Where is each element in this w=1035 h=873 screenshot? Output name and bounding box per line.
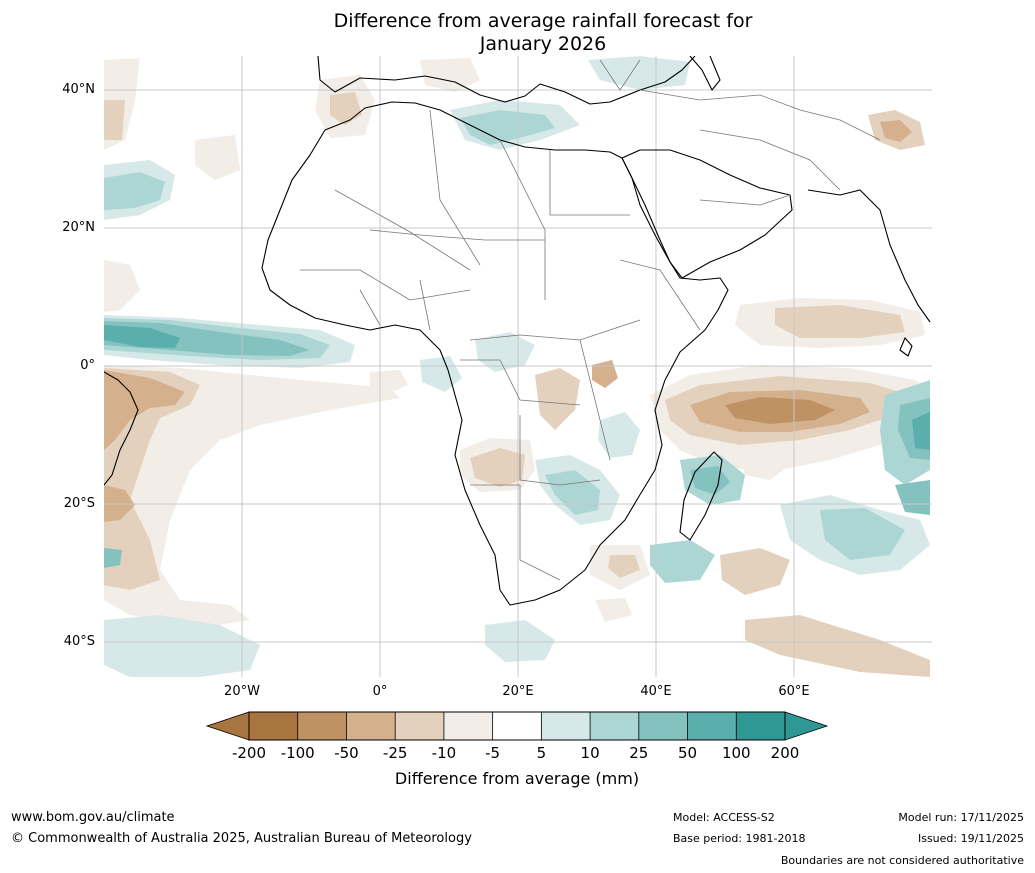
colorbar-tick-label: -5 <box>485 744 501 762</box>
country-borders <box>300 59 881 581</box>
lat-label-equator: 0° <box>80 358 95 373</box>
footer-model-run: Model run: 17/11/2025 <box>898 811 1024 824</box>
colorbar-cell <box>492 712 542 740</box>
sri-lanka-coastline <box>899 337 913 357</box>
footer-base-period: Base period: 1981-2018 <box>673 832 806 845</box>
colorbar-tick-label: 200 <box>770 744 800 762</box>
colorbar-tick-label: 50 <box>677 744 698 762</box>
colorbar-frame <box>248 711 786 741</box>
colorbar-cell <box>541 712 591 740</box>
wet-anomaly-patches <box>104 56 930 677</box>
footer-website[interactable]: www.bom.gov.au/climate <box>11 810 175 825</box>
lon-label-20w: 20°W <box>224 684 260 699</box>
colorbar-cell <box>443 712 494 740</box>
colorbar-cell <box>590 712 640 740</box>
lat-label-20n: 20°N <box>62 220 95 235</box>
footer-copyright: © Commonwealth of Australia 2025, Austra… <box>11 831 472 846</box>
footer-disclaimer: Boundaries are not considered authoritat… <box>780 854 1024 867</box>
africa-coastline <box>261 101 729 606</box>
colorbar-tick-label: 25 <box>629 744 649 762</box>
graticule <box>104 56 932 677</box>
lat-label-20s: 20°S <box>63 496 95 511</box>
colorbar-tick-label: 10 <box>580 744 600 762</box>
colorbar-cell <box>395 712 445 740</box>
madagascar-coastline <box>679 451 723 541</box>
colorbar-tick-label: 5 <box>536 744 547 762</box>
colorbar-tick-label: 100 <box>721 744 751 762</box>
dry-anomaly-patches <box>104 58 930 677</box>
colorbar-cell <box>638 712 689 740</box>
map-title: Difference from average rainfall forecas… <box>0 10 1035 56</box>
colorbar-cell <box>687 712 737 740</box>
colorbar-cell <box>736 712 786 740</box>
lon-label-0: 0° <box>372 684 388 699</box>
india-coastline <box>807 189 931 323</box>
lon-label-60e: 60°E <box>778 684 810 699</box>
arabian-coastline <box>621 149 793 279</box>
colorbar-cells <box>248 712 786 740</box>
colorbar-tick-label: -50 <box>334 744 359 762</box>
europe-coastline <box>317 56 696 105</box>
lon-label-20e: 20°E <box>502 684 534 699</box>
lat-label-40n: 40°N <box>62 82 95 97</box>
title-line-1: Difference from average rainfall forecas… <box>333 10 753 32</box>
lon-label-40e: 40°E <box>640 684 672 699</box>
footer-model: Model: ACCESS-S2 <box>673 811 775 824</box>
south-america-coastline <box>104 371 139 486</box>
colorbar-cell <box>249 712 299 740</box>
colorbar <box>205 711 829 741</box>
colorbar-tick-label: -100 <box>280 744 315 762</box>
title-line-2: January 2026 <box>479 33 607 55</box>
footer-issued: Issued: 19/11/2025 <box>917 832 1024 845</box>
colorbar-extend-low <box>205 711 250 741</box>
lat-label-40s: 40°S <box>63 634 95 649</box>
colorbar-title: Difference from average (mm) <box>394 769 640 788</box>
colorbar-cell <box>346 712 396 740</box>
colorbar-extend-high <box>784 711 829 741</box>
colorbar-tick-label: -25 <box>382 744 408 762</box>
colorbar-tick-label: -200 <box>231 744 267 762</box>
coastlines <box>104 56 931 606</box>
caspian-coastline <box>689 56 721 91</box>
colorbar-cell <box>297 712 347 740</box>
colorbar-tick-label: -10 <box>431 744 457 762</box>
